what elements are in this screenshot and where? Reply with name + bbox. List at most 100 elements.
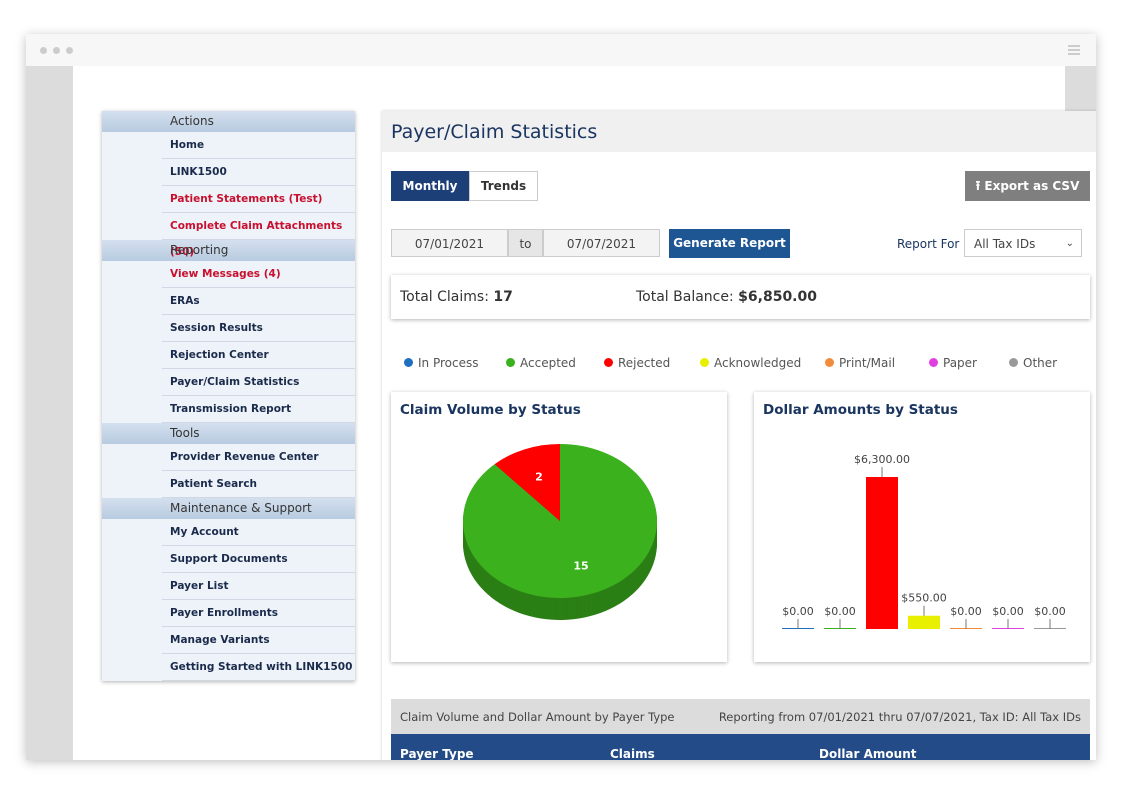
- generate-button[interactable]: Generate Report: [669, 229, 790, 258]
- total-balance-label: Total Balance:: [636, 289, 734, 305]
- bar-chart: $0.00 $0.00$6,300.00$550.00$0.00 $0.00 $0.0…: [782, 453, 1066, 629]
- window-dot: [53, 47, 60, 54]
- sidebar-section-title: Tools: [102, 423, 355, 444]
- sidebar-link[interactable]: Payer/Claim Statistics: [162, 369, 355, 396]
- export-button[interactable]: ⭱ Export as CSV: [965, 171, 1090, 201]
- sidebar-link[interactable]: Support Documents: [162, 546, 355, 573]
- main-panel: Payer/Claim Statistics Monthly Trends ⭱ …: [382, 111, 1096, 760]
- total-claims-label: Total Claims:: [400, 289, 489, 305]
- upload-icon: ⭱: [975, 179, 981, 194]
- legend-label: Acknowledged: [714, 356, 802, 370]
- sidebar-link[interactable]: My Account: [162, 519, 355, 546]
- legend-label: Print/Mail: [839, 356, 896, 370]
- legend: In Process Accepted Rejected Acknowledged Pr…: [382, 356, 1096, 372]
- sidebar-link[interactable]: ERAs: [162, 288, 355, 315]
- data-label: $0.00: [950, 605, 982, 618]
- legend-swatch: [700, 358, 709, 367]
- export-label: Export as CSV: [984, 179, 1080, 193]
- total-balance: Total Balance: $6,850.00: [636, 289, 817, 305]
- sidebar-link[interactable]: Payer List: [162, 573, 355, 600]
- pie-slice: [494, 444, 560, 521]
- legend-swatch: [506, 358, 515, 367]
- legend-label: Rejected: [618, 356, 671, 370]
- select-arrow: ⌄: [1065, 238, 1074, 249]
- pie-label: 2: [535, 470, 543, 483]
- legend-item[interactable]: Paper: [929, 356, 977, 370]
- bar: [866, 477, 898, 629]
- legend-label: Paper: [943, 356, 977, 370]
- table-header-cell: Payer Type: [400, 747, 474, 760]
- total-claims: Total Claims: 17: [400, 289, 513, 305]
- data-label: $0.00: [824, 605, 856, 618]
- sidebar-section-title: Maintenance & Support: [102, 498, 355, 519]
- table-subtitle: Reporting from 07/01/2021 thru 07/07/202…: [718, 710, 1081, 724]
- chart-title: Claim Volume by Status: [400, 402, 581, 418]
- legend-item[interactable]: Acknowledged: [700, 356, 801, 370]
- table-caption: Claim Volume and Dollar Amount by Payer …: [391, 699, 1090, 734]
- table-header-cell: Claims: [610, 747, 655, 760]
- legend-swatch: [404, 358, 413, 367]
- sidebar-link[interactable]: Session Results: [162, 315, 355, 342]
- legend-item[interactable]: Rejected: [604, 356, 670, 370]
- pie-card: Claim Volume by Status 15 2: [391, 392, 727, 662]
- data-label: $550.00: [901, 592, 947, 605]
- legend-label: Accepted: [520, 356, 576, 370]
- page-title: Payer/Claim Statistics: [391, 121, 598, 143]
- date-to[interactable]: 07/07/2021: [543, 229, 660, 257]
- browser-window: Actions Home LINK1500 Patient Statements (T…: [26, 34, 1096, 760]
- sidebar-link[interactable]: Getting Started with LINK1500: [162, 654, 355, 681]
- date-separator: to: [508, 229, 543, 257]
- content: Actions Home LINK1500 Patient Statements (T…: [73, 66, 1096, 760]
- menu-icon[interactable]: [1068, 45, 1080, 47]
- sidebar-link[interactable]: Rejection Center: [162, 342, 355, 369]
- legend-label: Other: [1023, 356, 1058, 370]
- legend-item[interactable]: In Process: [404, 356, 478, 370]
- legend-label: In Process: [418, 356, 479, 370]
- legend-item[interactable]: Accepted: [506, 356, 576, 370]
- sidebar-link[interactable]: Payer Enrollments: [162, 600, 355, 627]
- bar-card: Dollar Amounts by Status $0.00 $0.00 $6,30…: [754, 392, 1090, 662]
- table-title: Claim Volume and Dollar Amount by Payer …: [400, 710, 675, 724]
- sidebar-link[interactable]: LINK1500: [162, 159, 355, 186]
- sidebar-link[interactable]: Home: [162, 132, 355, 159]
- tab[interactable]: Trends: [469, 171, 538, 201]
- data-label: $0.00: [992, 605, 1024, 618]
- sidebar-link[interactable]: Patient Search: [162, 471, 355, 498]
- sidebar-link[interactable]: Transmission Report: [162, 396, 355, 423]
- select-value: All Tax IDs: [974, 237, 1036, 251]
- legend-swatch: [825, 358, 834, 367]
- title-bar: [26, 34, 1096, 66]
- tab[interactable]: Monthly: [391, 171, 469, 201]
- header-bar: [382, 111, 1096, 152]
- total-balance-value: $6,850.00: [738, 289, 817, 305]
- pie-label: 15: [573, 560, 588, 573]
- legend-swatch: [1009, 358, 1018, 367]
- legend-swatch: [929, 358, 938, 367]
- sidebar-section-title: Actions: [102, 111, 355, 132]
- table-header-cell: Dollar Amount: [819, 747, 917, 760]
- report-for-select[interactable]: All Tax IDs ⌄: [964, 229, 1082, 257]
- sidebar-link[interactable]: Complete Claim Attachments (50): [162, 213, 355, 258]
- totals-card: Total Claims: 17 Total Balance: $6,850.0…: [391, 275, 1090, 319]
- legend-item[interactable]: Print/Mail: [825, 356, 895, 370]
- pie-chart: 15 2: [463, 444, 657, 620]
- data-label: $0.00: [782, 605, 814, 618]
- report-for-label: Report For: [897, 237, 960, 251]
- data-label: $6,300.00: [854, 453, 910, 466]
- bar: [908, 615, 940, 629]
- sidebar-section-title: Reporting: [102, 240, 355, 261]
- date-from[interactable]: 07/01/2021: [391, 229, 508, 257]
- table-header: Payer Type Claims Dollar Amount: [391, 734, 1090, 760]
- window-dot: [40, 47, 47, 54]
- window-dot: [66, 47, 73, 54]
- chart-title: Dollar Amounts by Status: [763, 402, 958, 418]
- total-claims-value: 17: [493, 289, 513, 305]
- sidebar-link[interactable]: View Messages (4): [162, 261, 355, 288]
- sidebar: Actions Home LINK1500 Patient Statements (T…: [102, 111, 355, 681]
- legend-item[interactable]: Other: [1009, 356, 1057, 370]
- legend-swatch: [604, 358, 613, 367]
- sidebar-link[interactable]: Provider Revenue Center: [162, 444, 355, 471]
- sidebar-link[interactable]: Manage Variants: [162, 627, 355, 654]
- sidebar-link[interactable]: Patient Statements (Test): [162, 186, 355, 213]
